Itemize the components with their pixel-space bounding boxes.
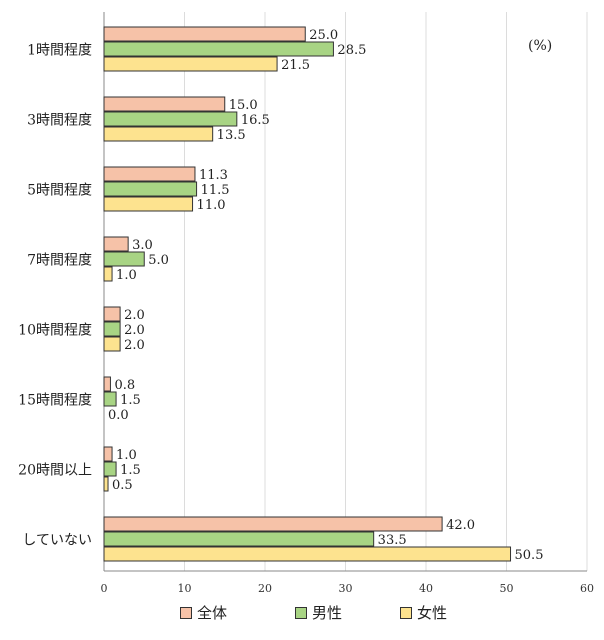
data-label: 21.5 — [281, 58, 310, 73]
bar — [103, 306, 121, 322]
category-label: 7時間程度 — [27, 253, 92, 269]
legend-label-female: 女性 — [417, 604, 448, 622]
bar — [103, 321, 121, 337]
category-label: 10時間程度 — [18, 323, 92, 339]
data-label: 2.0 — [124, 323, 145, 338]
data-label: 5.0 — [148, 253, 169, 268]
data-label: 1.5 — [120, 393, 141, 408]
bar — [103, 391, 117, 407]
legend-item-all: 全体 — [180, 602, 227, 623]
bar — [103, 446, 113, 462]
x-tick-label: 60 — [580, 582, 594, 595]
data-label: 11.0 — [197, 198, 226, 213]
x-tick-label: 20 — [258, 582, 272, 595]
x-tick-label: 50 — [500, 582, 514, 595]
legend-swatch-male — [295, 606, 307, 619]
bar — [103, 266, 113, 282]
category-label: 5時間程度 — [27, 183, 92, 199]
legend-swatch-female — [400, 606, 412, 619]
legend: 全体 男性 女性 — [0, 602, 604, 626]
legend-item-male: 男性 — [295, 602, 342, 623]
bar — [103, 476, 109, 492]
category-label: 15時間程度 — [18, 393, 92, 409]
legend-label-male: 男性 — [312, 604, 343, 622]
bar — [103, 531, 375, 547]
bar — [103, 56, 278, 72]
bar — [103, 166, 196, 182]
data-label: 11.3 — [199, 168, 228, 183]
data-label: 28.5 — [337, 43, 366, 58]
bar — [103, 236, 129, 252]
bar — [103, 96, 226, 112]
x-tick-label: 10 — [178, 582, 192, 595]
data-label: 2.0 — [124, 338, 145, 353]
data-label: 50.5 — [515, 548, 544, 563]
data-label: 1.5 — [120, 463, 141, 478]
bar — [103, 126, 214, 142]
bar — [103, 461, 117, 477]
data-label: 13.5 — [217, 128, 246, 143]
data-label: 11.5 — [201, 183, 230, 198]
x-tick-label: 40 — [419, 582, 433, 595]
category-label: 1時間程度 — [27, 43, 92, 59]
data-label: 15.0 — [229, 98, 258, 113]
bar — [103, 376, 111, 392]
data-label: 2.0 — [124, 308, 145, 323]
category-label: していない — [22, 533, 92, 549]
unit-label: (%) — [528, 38, 553, 54]
x-tick-label: 30 — [339, 582, 353, 595]
bar — [103, 181, 198, 197]
data-label: 3.0 — [132, 238, 153, 253]
bar — [103, 546, 512, 562]
bar — [103, 336, 121, 352]
x-tick-label: 0 — [101, 582, 108, 595]
bar — [103, 251, 145, 267]
data-label: 42.0 — [446, 518, 475, 533]
data-label: 1.0 — [116, 448, 137, 463]
data-label: 0.8 — [114, 378, 135, 393]
bar — [103, 111, 238, 127]
data-label: 0.5 — [112, 478, 133, 493]
data-label: 16.5 — [241, 113, 270, 128]
bar — [103, 516, 443, 532]
legend-swatch-all — [180, 606, 192, 619]
category-label: 3時間程度 — [27, 113, 92, 129]
category-label: 20時間以上 — [18, 463, 92, 479]
bar — [103, 196, 194, 212]
data-label: 33.5 — [378, 533, 407, 548]
bar-chart: 0 10 20 30 40 50 601時間程度25.028.521.53時間程度15.01… — [18, 12, 594, 595]
legend-label-all: 全体 — [197, 604, 228, 622]
bar — [103, 26, 306, 42]
data-label: 1.0 — [116, 268, 137, 283]
legend-item-female: 女性 — [400, 602, 447, 623]
data-label: 0.0 — [108, 408, 129, 423]
data-label: 25.0 — [309, 28, 338, 43]
bar — [103, 41, 334, 57]
